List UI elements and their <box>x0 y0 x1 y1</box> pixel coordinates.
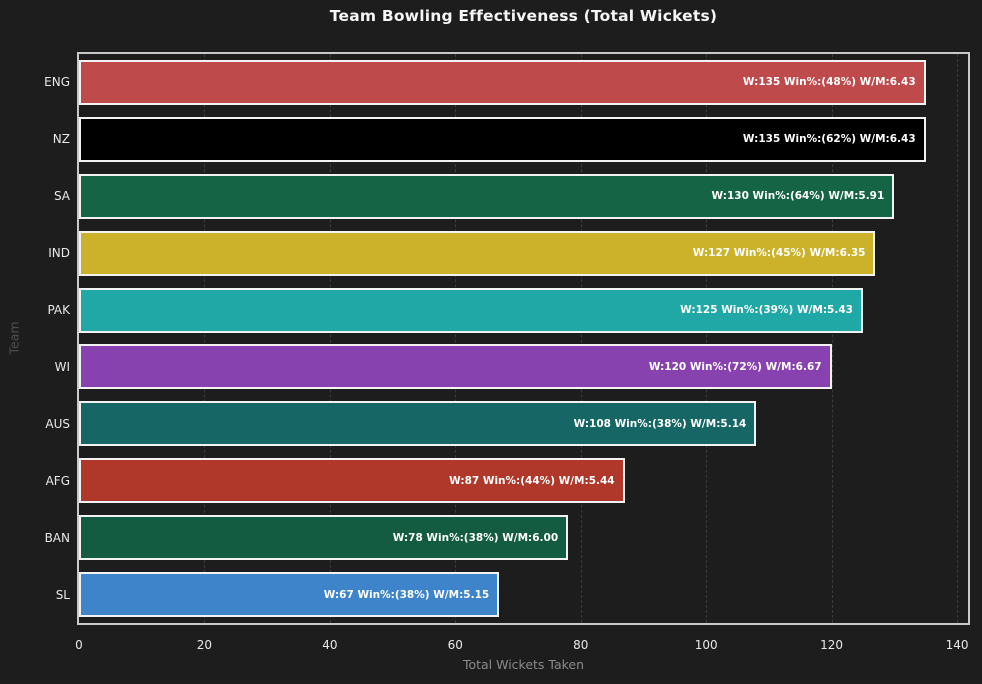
bar-label-aus: W:108 Win%:(38%) W/M:5.14 <box>573 417 747 430</box>
ytick-ind: IND <box>48 246 70 261</box>
xtick-120: 120 <box>820 638 844 652</box>
gridline-60 <box>455 54 457 623</box>
ytick-nz: NZ <box>52 132 70 147</box>
gridline-140 <box>957 54 959 623</box>
ytick-afg: AFG <box>45 473 70 488</box>
bar-ind: W:127 Win%:(45%) W/M:6.35 <box>79 230 876 276</box>
xtick-20: 20 <box>196 638 213 652</box>
gridline-120 <box>831 54 833 623</box>
bar-label-pak: W:125 Win%:(39%) W/M:5.43 <box>680 304 853 317</box>
ytick-ban: BAN <box>44 530 70 545</box>
xtick-80: 80 <box>573 638 589 652</box>
x-axis-label: Total Wickets Taken <box>462 657 585 672</box>
y-axis-tick-labels: ENG NZ SA IND PAK WI AUS AFG BAN SL <box>0 54 70 623</box>
bar-label-ban: W:78 Win%:(38%) W/M:6.00 <box>392 531 559 544</box>
ytick-wi: WI <box>54 359 70 374</box>
xtick-100: 100 <box>694 638 718 652</box>
ytick-sl: SL <box>55 587 70 602</box>
bar-label-eng: W:135 Win%:(48%) W/M:6.43 <box>742 76 916 89</box>
bar-sa: W:130 Win%:(64%) W/M:5.91 <box>79 173 895 219</box>
ytick-pak: PAK <box>47 303 70 318</box>
xtick-0: 0 <box>75 638 83 652</box>
ytick-eng: ENG <box>44 75 70 90</box>
bar-label-nz: W:135 Win%:(62%) W/M:6.43 <box>742 133 916 146</box>
bar-eng: W:135 Win%:(48%) W/M:6.43 <box>79 59 926 105</box>
ytick-sa: SA <box>53 189 70 204</box>
xtick-60: 60 <box>447 638 463 652</box>
bar-nz: W:135 Win%:(62%) W/M:6.43 <box>79 116 926 162</box>
ytick-aus: AUS <box>45 416 70 431</box>
bar-label-wi: W:120 Win%:(72%) W/M:6.67 <box>648 360 822 373</box>
bar-wi: W:120 Win%:(72%) W/M:6.67 <box>79 344 832 390</box>
bar-label-sl: W:67 Win%:(38%) W/M:5.15 <box>323 588 490 601</box>
xtick-140: 140 <box>945 638 969 652</box>
xtick-40: 40 <box>322 638 338 652</box>
bar-afg: W:87 Win%:(44%) W/M:5.44 <box>79 458 625 504</box>
plot-area: W:135 Win%:(48%) W/M:6.43 W:135 Win%:(62%… <box>77 52 970 625</box>
bar-sl: W:67 Win%:(38%) W/M:5.15 <box>79 572 500 618</box>
gridline-40 <box>329 54 331 623</box>
gridline-20 <box>204 54 206 623</box>
bar-label-afg: W:87 Win%:(44%) W/M:5.44 <box>449 474 615 487</box>
x-axis-tick-labels: 0 20 40 60 80 100 120 140 <box>0 638 982 656</box>
bar-ban: W:78 Win%:(38%) W/M:6.00 <box>79 515 569 561</box>
gridline-80 <box>580 54 582 623</box>
gridline-100 <box>706 54 708 623</box>
bar-pak: W:125 Win%:(39%) W/M:5.43 <box>79 287 863 333</box>
chart-title: Team Bowling Effectiveness (Total Wicket… <box>329 7 718 25</box>
bar-aus: W:108 Win%:(38%) W/M:5.14 <box>79 401 757 447</box>
bar-label-ind: W:127 Win%:(45%) W/M:6.35 <box>692 247 866 260</box>
bar-label-sa: W:130 Win%:(64%) W/M:5.91 <box>711 190 885 203</box>
